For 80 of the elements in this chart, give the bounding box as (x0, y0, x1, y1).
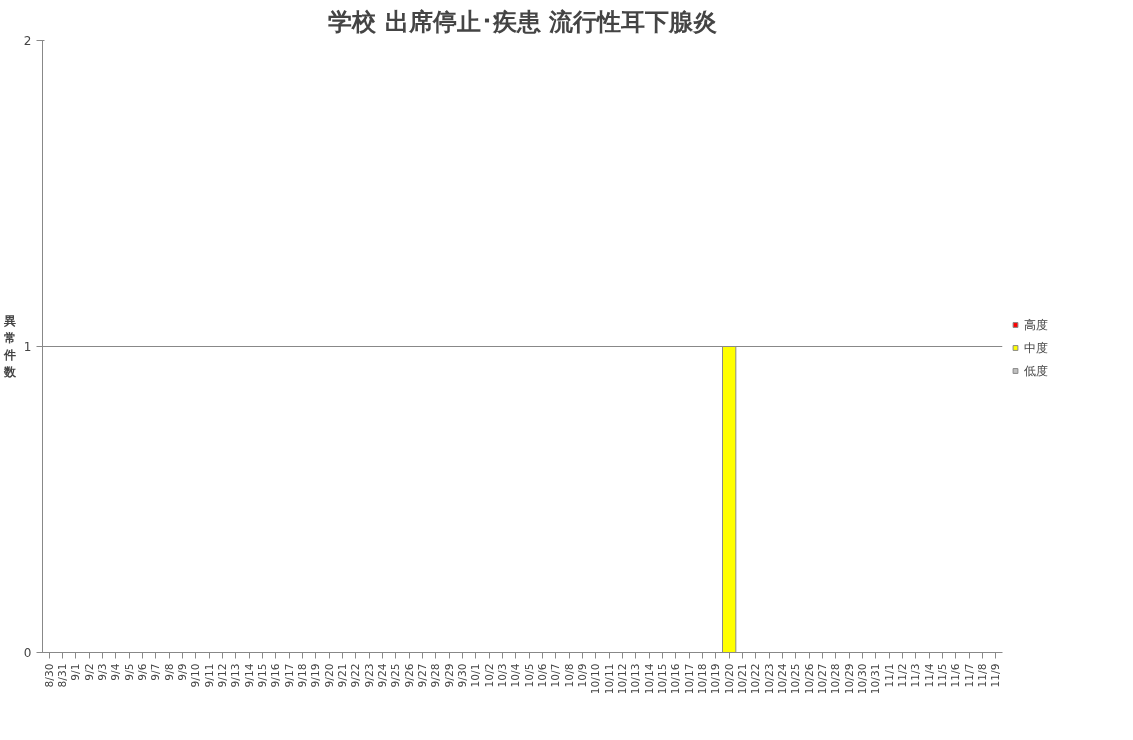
x-tick-label: 10/9 (576, 663, 589, 688)
x-tick-label: 9/21 (336, 663, 349, 688)
x-tick-label: 10/1 (469, 663, 483, 688)
x-tick-label: 9/19 (309, 663, 323, 688)
x-tick-label: 10/17 (682, 663, 696, 695)
x-tick-label: 8/30 (42, 663, 56, 688)
x-tick-label: 10/19 (709, 663, 723, 695)
legend-label: 高度 (1024, 316, 1048, 333)
x-tick-label: 10/23 (762, 663, 776, 695)
x-tick-label: 9/4 (109, 663, 123, 681)
x-tick-label: 10/31 (869, 663, 883, 695)
x-tick-label: 10/3 (496, 663, 509, 688)
x-tick-label: 9/30 (456, 663, 469, 688)
x-tick-label: 9/16 (269, 663, 283, 688)
x-tick-label: 10/13 (629, 663, 643, 695)
x-tick-label: 9/23 (362, 663, 376, 688)
y-axis-title: 異常件数 (2, 314, 17, 379)
x-tick-label: 9/6 (136, 663, 149, 681)
x-tick-label: 10/22 (749, 663, 763, 695)
x-tick-label: 10/14 (642, 663, 656, 695)
x-tick-label: 9/2 (82, 663, 96, 681)
x-tick-label: 9/20 (322, 663, 336, 688)
y-tick-label: 2 (23, 34, 32, 48)
x-tick-label: 10/25 (789, 663, 803, 695)
x-tick-label: 11/2 (896, 663, 909, 688)
x-tick-label: 11/1 (882, 663, 896, 688)
x-tick-label: 9/28 (429, 663, 443, 688)
x-tick-label: 9/13 (229, 663, 243, 688)
x-tick-label: 10/28 (829, 663, 843, 695)
x-tick-label: 9/26 (402, 663, 416, 688)
x-tick-label: 9/22 (349, 663, 363, 688)
x-tick-label: 10/15 (656, 663, 669, 695)
x-tick-label: 9/17 (282, 663, 296, 688)
x-tick-label: 11/6 (949, 663, 963, 688)
x-tick-label: 11/9 (989, 663, 1003, 688)
x-tick-label: 9/15 (256, 663, 269, 688)
x-tick-label: 10/4 (509, 663, 523, 688)
x-tick-label: 11/3 (909, 663, 923, 688)
x-tick-label: 10/6 (536, 663, 549, 688)
x-tick-label: 10/29 (842, 663, 856, 695)
x-tick-label: 10/16 (669, 663, 683, 695)
x-tick-label: 10/8 (562, 663, 576, 688)
legend-label: 低度 (1024, 362, 1048, 379)
x-tick-label: 10/10 (589, 663, 603, 695)
x-tick-label: 10/24 (776, 663, 789, 695)
x-tick-label: 10/18 (696, 663, 709, 695)
x-tick-label: 10/20 (722, 663, 736, 695)
x-tick-label: 11/8 (976, 663, 989, 688)
x-tick-label: 8/31 (56, 663, 69, 688)
x-tick-label: 9/9 (176, 663, 189, 681)
x-tick-label: 11/5 (936, 663, 949, 688)
x-tick-label: 9/14 (242, 663, 256, 688)
x-tick-label: 9/11 (202, 663, 216, 688)
x-tick-label: 10/5 (522, 663, 536, 688)
y-tick-label: 1 (23, 340, 32, 354)
x-tick-label: 9/27 (416, 663, 429, 688)
x-tick-label: 10/12 (616, 663, 629, 695)
legend-label: 中度 (1024, 339, 1048, 356)
x-tick-label: 9/3 (96, 663, 109, 681)
x-tick-label: 9/8 (162, 663, 176, 681)
x-tick-label: 9/25 (389, 663, 403, 688)
x-tick-label: 9/18 (296, 663, 309, 688)
x-tick-label: 10/7 (549, 663, 563, 688)
chart-title: 学校 出席停止･疾患 流行性耳下腺炎 (328, 7, 717, 36)
y-tick-label: 0 (23, 646, 32, 660)
x-tick-label: 10/11 (602, 663, 616, 695)
x-tick-label: 10/26 (802, 663, 816, 695)
x-tick-label: 9/29 (442, 663, 456, 688)
x-tick-label: 10/30 (856, 663, 869, 695)
x-tick-label: 9/10 (189, 663, 203, 688)
x-tick-label: 10/27 (816, 663, 829, 695)
x-tick-label: 9/5 (122, 663, 136, 681)
x-tick-label: 11/4 (922, 663, 936, 688)
x-tick-label: 11/7 (962, 663, 976, 688)
x-tick-label: 9/7 (149, 663, 163, 681)
x-tick-label: 9/1 (69, 663, 83, 681)
x-tick-label: 9/12 (216, 663, 229, 688)
x-tick-label: 9/24 (376, 663, 389, 688)
x-tick-label: 10/21 (736, 663, 749, 695)
x-tick-label: 10/2 (482, 663, 496, 688)
